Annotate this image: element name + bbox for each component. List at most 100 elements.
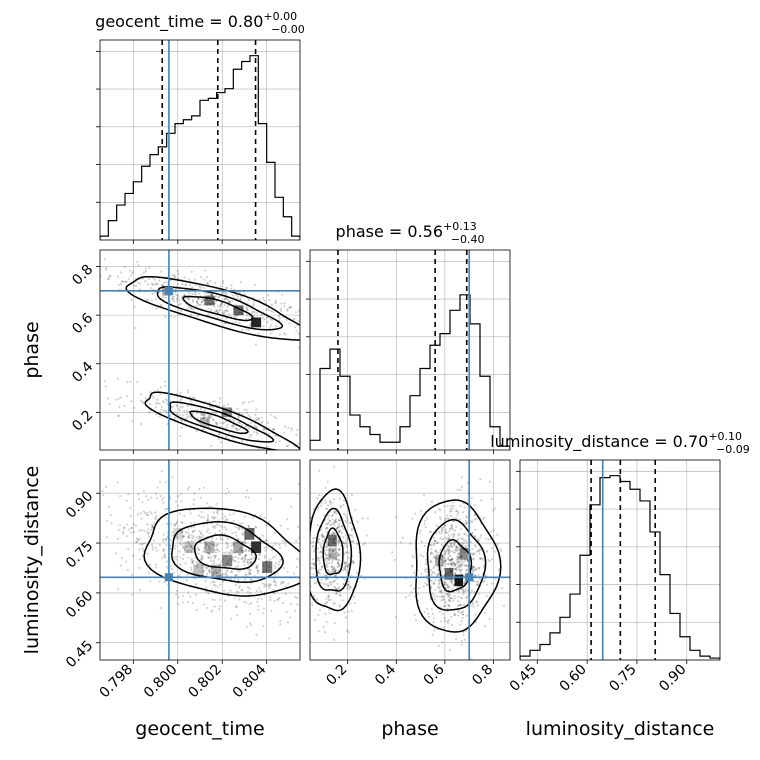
sample-point [118, 405, 121, 408]
sample-point [442, 598, 445, 601]
hist-phase-frame [309, 249, 511, 451]
sample-point [195, 608, 198, 612]
sample-point [457, 534, 460, 537]
sample-point [338, 518, 341, 521]
density-cell [184, 541, 195, 554]
sample-point [349, 522, 352, 525]
sample-point [185, 531, 188, 534]
sample-point [190, 539, 193, 542]
sample-point [191, 412, 194, 415]
sample-point [199, 496, 202, 500]
sample-point [158, 580, 161, 583]
sample-point [332, 565, 335, 568]
sample-point [171, 405, 174, 408]
sample-point [338, 564, 341, 567]
sample-point [206, 606, 209, 609]
sample-point [216, 571, 219, 574]
sample-point [249, 612, 252, 615]
sample-point [460, 610, 464, 613]
sample-point [236, 429, 239, 432]
sample-point [224, 309, 227, 312]
sample-point [139, 399, 143, 402]
sample-point [109, 514, 112, 517]
sample-point [229, 563, 232, 567]
sample-point [279, 307, 283, 311]
y-tick-label: 0.90 [63, 488, 96, 521]
sample-point [437, 583, 441, 586]
sample-point [212, 516, 216, 519]
sample-point [277, 566, 280, 570]
sample-point [249, 572, 252, 575]
sample-point [187, 540, 190, 543]
sample-point [162, 296, 165, 299]
sample-point [441, 537, 444, 541]
sample-point [477, 550, 480, 553]
sample-point [226, 305, 229, 308]
sample-point [174, 291, 177, 294]
sample-point [431, 571, 434, 574]
sample-point [232, 437, 235, 440]
sample-point [307, 577, 309, 579]
sample-point [412, 571, 416, 574]
sample-point [145, 513, 148, 517]
sample-point [348, 521, 351, 524]
density-cell [222, 407, 233, 418]
sample-point [266, 546, 269, 549]
sample-point [478, 548, 481, 551]
sample-point [441, 613, 444, 616]
sample-point [216, 512, 219, 515]
sample-point [465, 541, 469, 544]
sample-point [206, 282, 209, 285]
sample-point [331, 518, 334, 521]
sample-point [440, 529, 443, 532]
sample-point [187, 391, 190, 394]
sample-point [442, 578, 445, 581]
sample-point [212, 580, 215, 583]
sample-point [332, 568, 335, 571]
sample-point [272, 427, 275, 431]
sample-point [450, 582, 453, 585]
sample-point [325, 543, 328, 547]
sample-point [450, 526, 453, 529]
sample-point [175, 297, 178, 301]
sample-point [337, 562, 340, 566]
sample-point [186, 488, 190, 491]
sample-point [282, 581, 285, 584]
sample-point [363, 542, 366, 545]
sample-point [224, 519, 227, 522]
sample-point [437, 551, 440, 554]
sample-point [344, 564, 347, 567]
sample-point [296, 557, 299, 561]
sample-point [249, 421, 253, 425]
sample-point [458, 565, 461, 568]
sample-point [213, 305, 216, 308]
sample-point [457, 589, 461, 592]
sample-point [181, 535, 184, 538]
sample-point [193, 522, 196, 525]
sample-point [220, 413, 223, 416]
sample-point [211, 411, 215, 414]
sample-point [459, 604, 462, 607]
sample-point [350, 529, 353, 532]
sample-point [138, 548, 141, 551]
sample-point [181, 601, 184, 604]
sample-point [332, 579, 336, 582]
sample-point [181, 558, 185, 561]
sample-point [423, 610, 426, 613]
sample-point [326, 480, 329, 484]
sample-point [238, 553, 241, 556]
sample-point [104, 268, 107, 271]
sample-point [200, 563, 203, 567]
sample-point [285, 318, 289, 321]
density-cell [200, 417, 210, 427]
y-tick-label: 0.2 [69, 407, 96, 434]
sample-point [263, 299, 266, 302]
sample-point [308, 524, 310, 526]
sample-point [127, 547, 130, 551]
sample-point [450, 509, 453, 513]
sample-point [224, 573, 227, 576]
sample-point [273, 583, 276, 587]
sample-point [446, 557, 449, 560]
sample-point [454, 516, 458, 520]
sample-point [184, 283, 187, 286]
